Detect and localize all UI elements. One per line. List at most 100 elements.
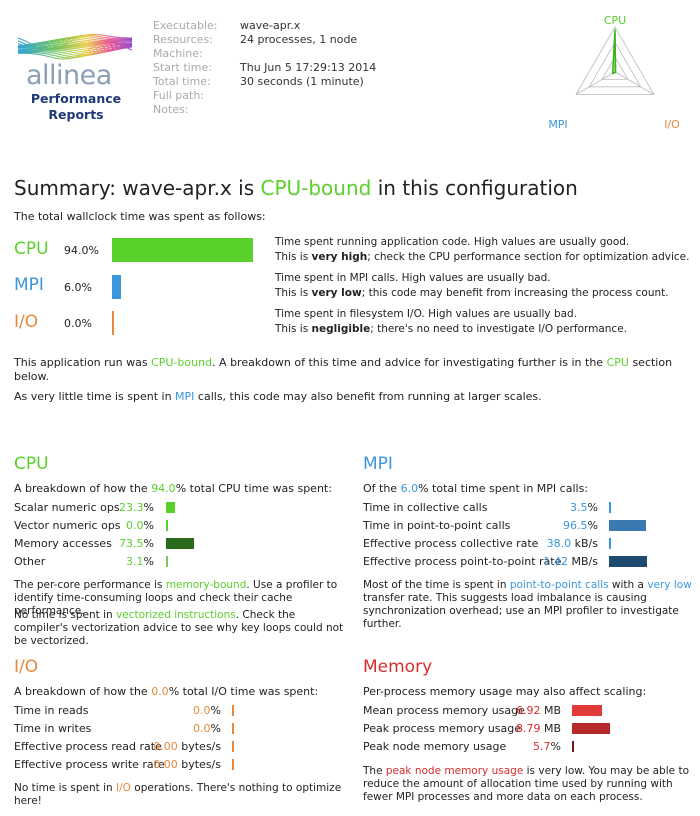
radar-axis	[575, 71, 616, 95]
metric-row: Peak node memory usage 5.7%	[363, 740, 693, 756]
metric-row: Time in writes 0.0%	[14, 722, 344, 738]
summary-mpi-bar	[112, 275, 121, 299]
metric-unit: %	[143, 519, 154, 532]
meta-value: Thu Jun 5 17:29:13 2014	[240, 61, 377, 74]
metric-row: Scalar numeric ops 23.3%	[14, 501, 344, 517]
metric-unit: %	[143, 555, 154, 568]
desc-text: ; check the CPU performance section for …	[367, 251, 690, 263]
note-text: Most of the time is spent in	[363, 579, 510, 591]
metric-label: Time in reads	[14, 704, 89, 717]
metric-value: 0.0%	[193, 722, 221, 735]
mpi-section-title: MPI	[363, 454, 393, 474]
note-text: is very low. You may be able to reduce t…	[363, 765, 690, 803]
summary-cpu-label: CPU	[14, 239, 49, 259]
meta-key: Resources:	[153, 33, 213, 46]
memory-intro: Per-process memory usage may also affect…	[363, 685, 647, 698]
metric-label: Time in collective calls	[363, 501, 488, 514]
para-text: calls, this code may also benefit from r…	[194, 390, 542, 403]
metric-unit: bytes/s	[177, 758, 221, 771]
metric-row: Time in reads 0.0%	[14, 704, 344, 720]
summary-io-desc: Time spent in filesystem I/O. High value…	[275, 307, 627, 337]
io-note: No time is spent in I/O operations. Ther…	[14, 782, 354, 808]
note-text: No time is spent in	[14, 782, 117, 794]
logo-line1: Performance	[31, 91, 121, 106]
metric-value: 0.00 bytes/s	[153, 740, 221, 753]
meta-key: Notes:	[153, 103, 189, 116]
wave-logo-graphic: allinea Performance Reports	[17, 33, 133, 122]
metric-number: 3.1	[126, 555, 144, 568]
metric-bar	[572, 741, 575, 752]
mpi-intro: Of the 6.0% total time spent in MPI call…	[363, 482, 588, 495]
metric-label: Peak node memory usage	[363, 740, 507, 753]
radar-value-polygon	[611, 29, 617, 75]
logo-wave-line	[17, 43, 133, 57]
metric-number: 1.42	[543, 555, 569, 568]
intro-value: 0.0	[151, 685, 169, 698]
desc-text: ; there's no need to investigate I/O per…	[370, 323, 628, 335]
desc-line: Time spent in MPI calls. High values are…	[275, 272, 551, 284]
metric-unit: %	[550, 740, 561, 753]
metric-value: 38.0 kB/s	[547, 537, 598, 550]
desc-line: This is very high; check the CPU perform…	[275, 250, 689, 265]
note-highlight: very low	[647, 579, 692, 591]
meta-key: Total time:	[153, 75, 211, 88]
metric-bar	[572, 705, 602, 716]
metric-unit: %	[210, 722, 221, 735]
metric-row: Other 3.1%	[14, 555, 344, 571]
radar-axis	[614, 71, 655, 95]
metric-row: Time in collective calls 3.5%	[363, 501, 693, 517]
metric-number: 38.0	[546, 537, 572, 550]
meta-value: wave-apr.x	[240, 19, 301, 32]
metric-value: 0.0%	[126, 519, 154, 532]
metric-value: 1.42 MB/s	[544, 555, 598, 568]
radar-grid-ring	[601, 56, 629, 80]
metric-bar	[166, 520, 168, 531]
metric-value: 23.3%	[119, 501, 154, 514]
para-highlight: CPU-bound	[151, 356, 213, 369]
summary-title-suffix: in this configuration	[371, 176, 578, 200]
para-text: section below.	[14, 356, 673, 383]
radar-grid-ring	[588, 41, 642, 88]
io-section-title: I/O	[14, 657, 39, 677]
note-highlight: vectorized instructions	[116, 609, 236, 621]
metric-bar	[572, 723, 610, 734]
logo-wave-line	[17, 43, 133, 50]
metric-unit: kB/s	[571, 537, 598, 550]
logo-wave-line	[17, 45, 133, 53]
radar-grid-ring	[575, 26, 655, 95]
intro-text: % total time spent in MPI calls:	[418, 482, 589, 495]
note-highlight: point-to-point calls	[509, 579, 609, 591]
desc-text: This is	[275, 287, 312, 299]
desc-line: Time spent running application code. Hig…	[275, 236, 630, 248]
metric-row: Vector numeric ops 0.0%	[14, 519, 344, 535]
note-text: The	[363, 765, 386, 777]
intro-text: % total CPU time was spent:	[175, 482, 332, 495]
metric-value: 73.5%	[119, 537, 154, 550]
metric-value: 6.92 MB	[516, 704, 561, 717]
summary-advice: This application run was CPU-bound. A br…	[14, 356, 684, 384]
metric-bar	[232, 759, 234, 770]
cpu-section-link[interactable]: CPU	[606, 356, 629, 369]
mpi-section-link[interactable]: MPI	[175, 390, 195, 403]
metric-number: 73.5	[119, 537, 144, 550]
metric-bar	[232, 723, 234, 734]
memory-note: The peak node memory usage is very low. …	[363, 765, 693, 804]
intro-value: 94.0	[151, 482, 176, 495]
intro-text: A breakdown of how the	[14, 685, 152, 698]
metric-bar	[609, 556, 647, 567]
metric-number: 0.0	[193, 704, 211, 717]
metric-unit: MB	[540, 722, 561, 735]
metric-value: 3.5%	[570, 501, 598, 514]
metric-number: 5.7	[533, 740, 551, 753]
metric-number: 96.5	[563, 519, 588, 532]
metric-row: Effective process collective rate 38.0 kB…	[363, 537, 693, 553]
summary-io-label: I/O	[14, 312, 39, 332]
metric-label: Vector numeric ops	[14, 519, 121, 532]
note-text: No time is spent in	[14, 609, 117, 621]
meta-key: Machine:	[153, 47, 203, 60]
cpu-intro: A breakdown of how the 94.0% total CPU t…	[14, 482, 332, 495]
logo-wave-line	[18, 44, 133, 54]
logo-wave-line	[18, 43, 133, 56]
metric-unit: %	[587, 501, 598, 514]
metric-number: 0.00	[153, 758, 178, 771]
